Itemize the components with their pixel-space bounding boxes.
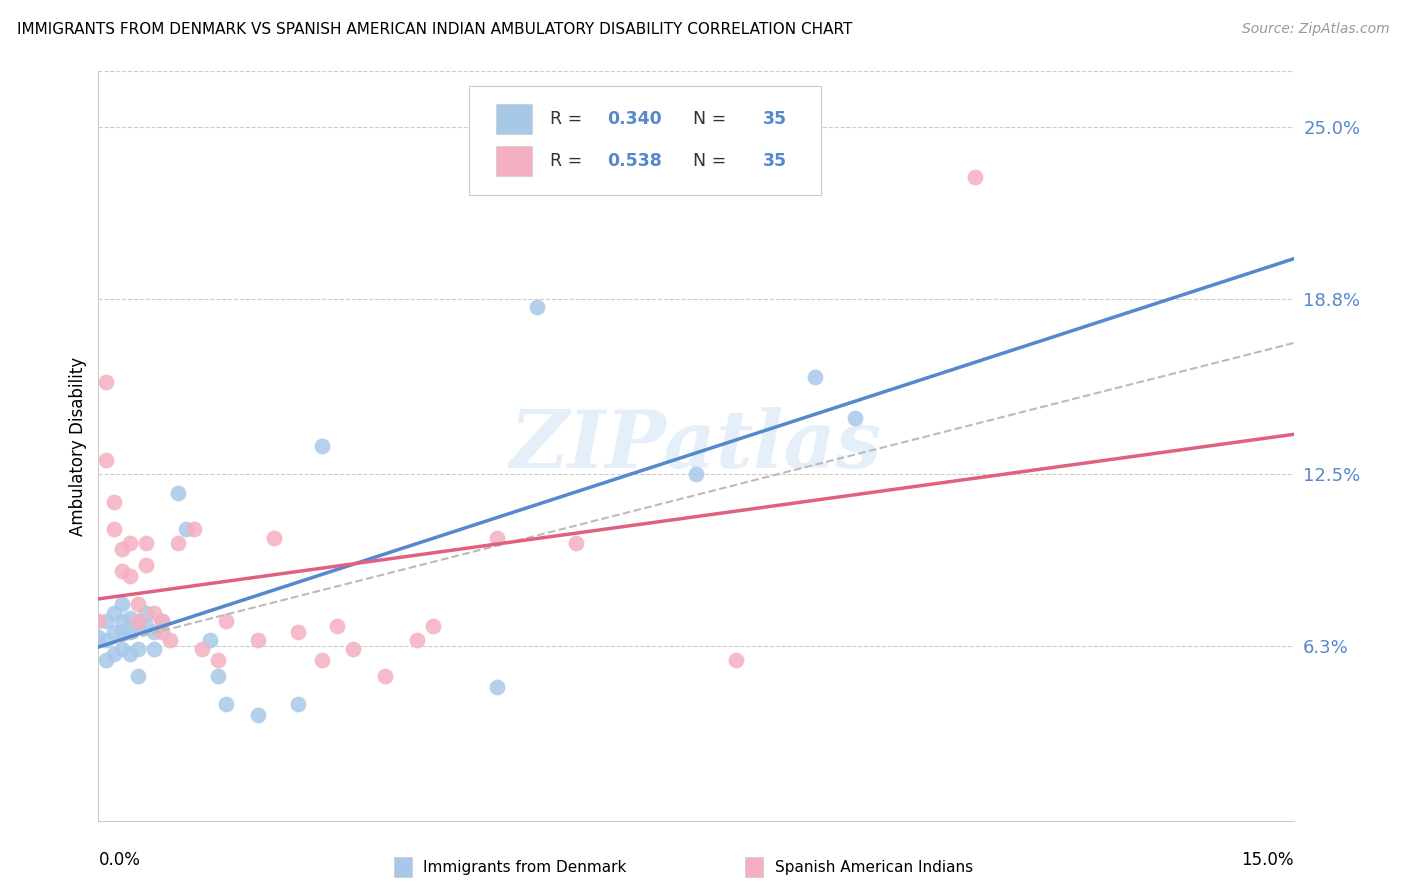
Point <box>263 531 285 545</box>
Bar <box>496 103 533 134</box>
Point <box>120 611 142 625</box>
Point <box>374 669 396 683</box>
Text: Immigrants from Denmark: Immigrants from Denmark <box>423 860 627 874</box>
Point <box>143 606 166 620</box>
Point <box>485 681 508 695</box>
Bar <box>496 146 533 177</box>
Text: 0.0%: 0.0% <box>98 851 141 869</box>
Bar <box>394 857 412 877</box>
Text: 35: 35 <box>763 110 787 128</box>
Point <box>111 614 134 628</box>
Text: 0.538: 0.538 <box>607 153 662 170</box>
Point <box>103 624 125 639</box>
Point <box>246 633 269 648</box>
Point <box>150 624 173 639</box>
Point <box>804 369 827 384</box>
Text: N =: N = <box>682 110 731 128</box>
Point <box>406 633 429 648</box>
Point <box>311 439 333 453</box>
Point <box>565 536 588 550</box>
Point <box>183 522 205 536</box>
Point <box>215 614 238 628</box>
Point <box>207 669 229 683</box>
Point <box>207 653 229 667</box>
Point <box>127 619 149 633</box>
Point <box>287 697 309 711</box>
Bar <box>745 857 763 877</box>
Point <box>526 300 548 314</box>
Point <box>127 614 149 628</box>
Text: N =: N = <box>682 153 731 170</box>
Text: R =: R = <box>550 110 588 128</box>
Point <box>167 486 190 500</box>
Point <box>127 669 149 683</box>
Text: R =: R = <box>550 153 588 170</box>
Point <box>287 624 309 639</box>
Point <box>150 614 173 628</box>
Point <box>342 641 364 656</box>
Point <box>103 494 125 508</box>
Point <box>215 697 238 711</box>
Point <box>120 569 142 583</box>
Point <box>143 624 166 639</box>
Point <box>159 633 181 648</box>
Point <box>111 597 134 611</box>
Point <box>111 541 134 556</box>
Text: Spanish American Indians: Spanish American Indians <box>775 860 973 874</box>
Point <box>96 614 118 628</box>
Point <box>198 633 221 648</box>
Point <box>127 597 149 611</box>
Point <box>143 641 166 656</box>
Point <box>96 653 118 667</box>
Point <box>96 633 118 648</box>
Point <box>724 653 747 667</box>
Point <box>127 641 149 656</box>
Point <box>311 653 333 667</box>
Point <box>844 411 866 425</box>
Point <box>135 536 157 550</box>
Point <box>150 614 173 628</box>
Point <box>174 522 197 536</box>
Point <box>120 624 142 639</box>
Point <box>87 631 110 645</box>
Point <box>96 453 118 467</box>
Point <box>111 564 134 578</box>
Point <box>135 619 157 633</box>
Text: 15.0%: 15.0% <box>1241 851 1294 869</box>
Point <box>111 641 134 656</box>
Point <box>135 558 157 573</box>
Point <box>120 536 142 550</box>
Point <box>135 606 157 620</box>
Text: 35: 35 <box>763 153 787 170</box>
Point <box>120 647 142 661</box>
Point <box>191 641 214 656</box>
Text: Source: ZipAtlas.com: Source: ZipAtlas.com <box>1241 22 1389 37</box>
Point <box>103 647 125 661</box>
Point <box>111 624 134 639</box>
Text: ZIPatlas: ZIPatlas <box>510 408 882 484</box>
Text: IMMIGRANTS FROM DENMARK VS SPANISH AMERICAN INDIAN AMBULATORY DISABILITY CORRELA: IMMIGRANTS FROM DENMARK VS SPANISH AMERI… <box>17 22 852 37</box>
Point <box>422 619 444 633</box>
Point <box>326 619 349 633</box>
Point <box>246 708 269 723</box>
Point <box>103 522 125 536</box>
Point <box>485 531 508 545</box>
Point <box>87 614 110 628</box>
FancyBboxPatch shape <box>470 87 821 195</box>
Point <box>167 536 190 550</box>
Point <box>96 375 118 389</box>
Point <box>103 606 125 620</box>
Text: 0.340: 0.340 <box>607 110 662 128</box>
Point <box>685 467 707 481</box>
Y-axis label: Ambulatory Disability: Ambulatory Disability <box>69 357 87 535</box>
Point <box>963 169 986 184</box>
